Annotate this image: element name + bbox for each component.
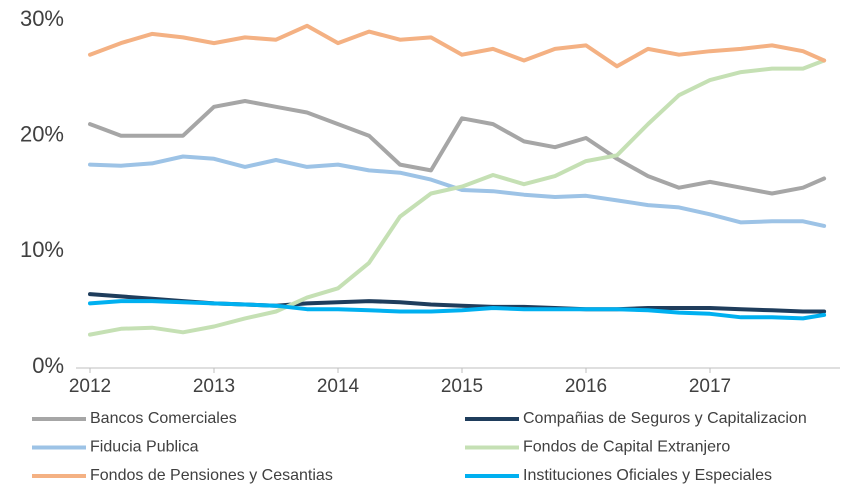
x-tick-label: 2017 [689, 376, 731, 397]
legend-label: Fondos de Capital Extranjero [523, 439, 730, 456]
x-tick-label: 2012 [69, 376, 111, 397]
y-tick-label: 10% [20, 237, 64, 262]
x-tick-label: 2013 [193, 376, 235, 397]
y-tick-label: 20% [20, 121, 64, 146]
series-line [88, 99, 827, 196]
series-line [88, 154, 827, 228]
series-line [88, 23, 827, 69]
y-tick-label: 30% [20, 6, 64, 31]
x-tick-label: 2015 [441, 376, 483, 397]
legend-label: Compañias de Seguros y Capitalizacion [523, 410, 807, 427]
y-tick-label: 0% [32, 353, 64, 378]
legend-label: Fondos de Pensiones y Cesantias [90, 467, 333, 484]
x-tick-label: 2016 [565, 376, 607, 397]
series-line [88, 58, 827, 337]
series-line [88, 299, 827, 321]
legend-label: Bancos Comerciales [90, 410, 237, 427]
x-tick-label: 2014 [317, 376, 360, 397]
legend-label: Instituciones Oficiales y Especiales [523, 467, 772, 484]
legend-label: Fiducia Publica [90, 439, 199, 456]
